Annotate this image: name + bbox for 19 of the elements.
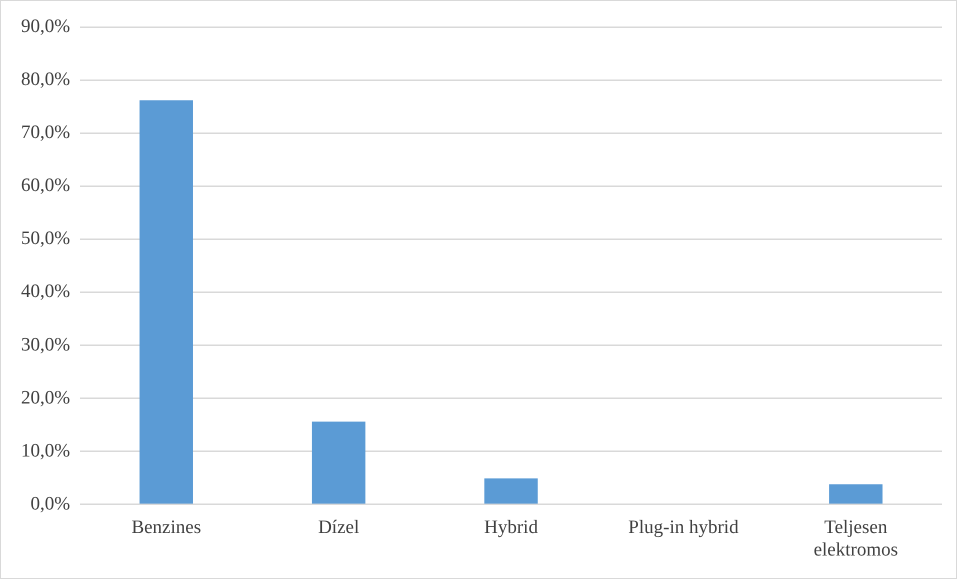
bar — [312, 422, 366, 504]
y-tick-label: 10,0% — [21, 440, 70, 462]
y-tick-label: 0,0% — [30, 493, 70, 514]
x-tick-label: Plug-in hybrid — [628, 516, 740, 538]
y-tick-label: 20,0% — [21, 387, 70, 408]
x-tick-label: Dízel — [318, 516, 360, 538]
bar — [140, 100, 193, 504]
bar — [484, 478, 538, 504]
x-tick-label: Teljesen elektromos — [814, 516, 898, 561]
y-tick-label: 30,0% — [21, 334, 70, 356]
x-tick-label: Hybrid — [484, 516, 538, 538]
y-tick-label: 60,0% — [21, 175, 70, 196]
y-tick-label: 40,0% — [21, 281, 70, 302]
y-tick-label: 70,0% — [21, 122, 70, 144]
y-tick-label: 90,0% — [21, 16, 70, 37]
bar — [829, 484, 883, 504]
y-tick-label: 50,0% — [21, 228, 70, 250]
x-tick-label: Benzines — [131, 516, 202, 538]
y-tick-label: 80,0% — [21, 69, 70, 90]
